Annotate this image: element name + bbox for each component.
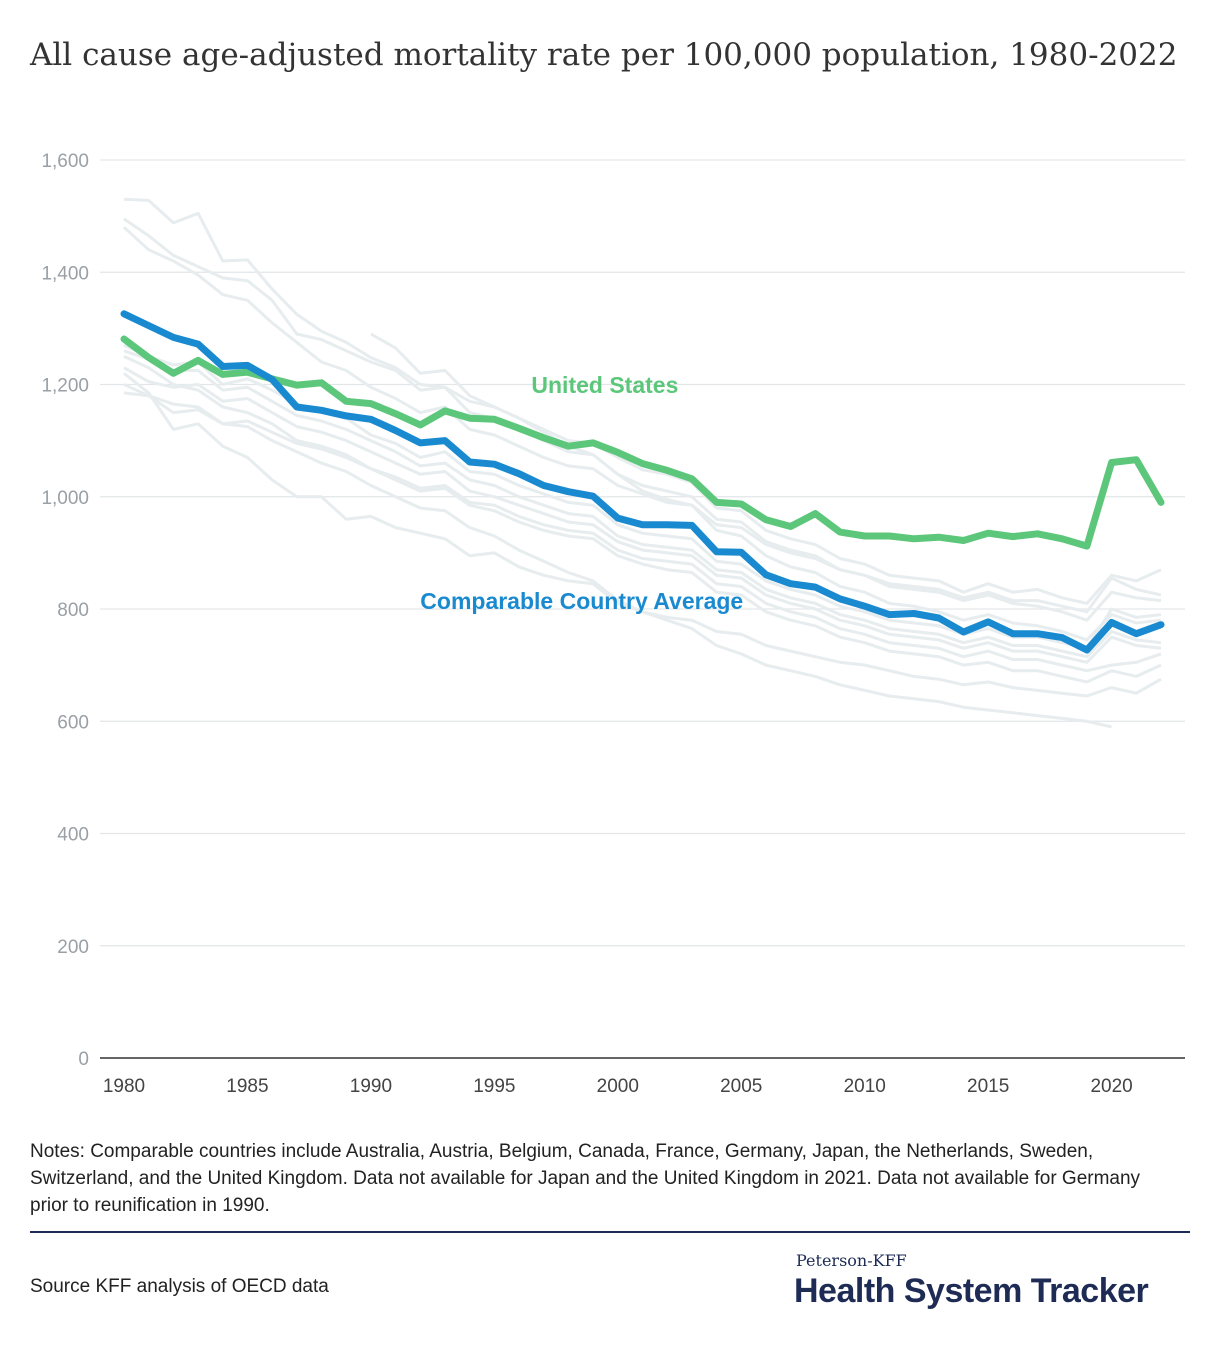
x-axis-tick-labels: 1980 1985 1990 1995 2000 2005 2010 2015 2020 bbox=[103, 1076, 1133, 1097]
source-note: Source KFF analysis of OECD data bbox=[30, 1276, 329, 1297]
x-tick-label: 1980 bbox=[103, 1076, 145, 1097]
x-tick-label: 2010 bbox=[844, 1076, 886, 1097]
brand-logo: Health System Tracker bbox=[794, 1272, 1149, 1310]
country-line bbox=[123, 355, 1162, 684]
x-tick-label: 1990 bbox=[350, 1076, 392, 1097]
y-tick-label: 600 bbox=[57, 712, 89, 733]
comparable-average-label: Comparable Country Average bbox=[420, 588, 743, 614]
country-line bbox=[123, 383, 1112, 729]
divider bbox=[30, 1231, 1190, 1233]
country-line bbox=[123, 349, 1162, 659]
country-line bbox=[370, 332, 1162, 642]
x-tick-label: 2020 bbox=[1090, 1076, 1132, 1097]
chart-notes: Notes: Comparable countries include Aust… bbox=[30, 1141, 1141, 1216]
y-tick-label: 1,000 bbox=[41, 488, 89, 509]
country-lines bbox=[122, 197, 1162, 729]
grid-lines bbox=[100, 159, 1185, 947]
chart-title: All cause age-adjusted mortality rate pe… bbox=[30, 37, 1178, 73]
x-tick-label: 2005 bbox=[720, 1076, 762, 1097]
y-tick-label: 0 bbox=[78, 1049, 89, 1070]
brand-subtitle: Peterson-KFF bbox=[796, 1251, 907, 1270]
line-annotations: United States Comparable Country Average bbox=[420, 372, 743, 614]
y-tick-label: 1,400 bbox=[41, 263, 89, 284]
x-tick-label: 1995 bbox=[473, 1076, 515, 1097]
y-tick-label: 400 bbox=[57, 825, 89, 846]
country-line bbox=[123, 217, 1162, 622]
y-tick-label: 1,200 bbox=[41, 376, 89, 397]
y-tick-label: 1,600 bbox=[41, 151, 89, 172]
x-tick-label: 1985 bbox=[226, 1076, 268, 1097]
country-line bbox=[122, 226, 1162, 614]
country-line bbox=[123, 197, 1162, 605]
y-axis-tick-labels: 0 200 400 600 800 1,000 1,200 1,400 1,600 bbox=[41, 151, 89, 1070]
y-tick-label: 800 bbox=[57, 600, 89, 621]
us-label: United States bbox=[531, 372, 678, 398]
comparable-average-line bbox=[120, 310, 1165, 654]
country-line bbox=[123, 366, 1162, 664]
highlight-lines bbox=[120, 310, 1165, 654]
x-tick-label: 2000 bbox=[597, 1076, 639, 1097]
country-line bbox=[123, 391, 1162, 673]
x-tick-label: 2015 bbox=[967, 1076, 1009, 1097]
y-tick-label: 200 bbox=[57, 937, 89, 958]
us-line bbox=[120, 335, 1165, 550]
